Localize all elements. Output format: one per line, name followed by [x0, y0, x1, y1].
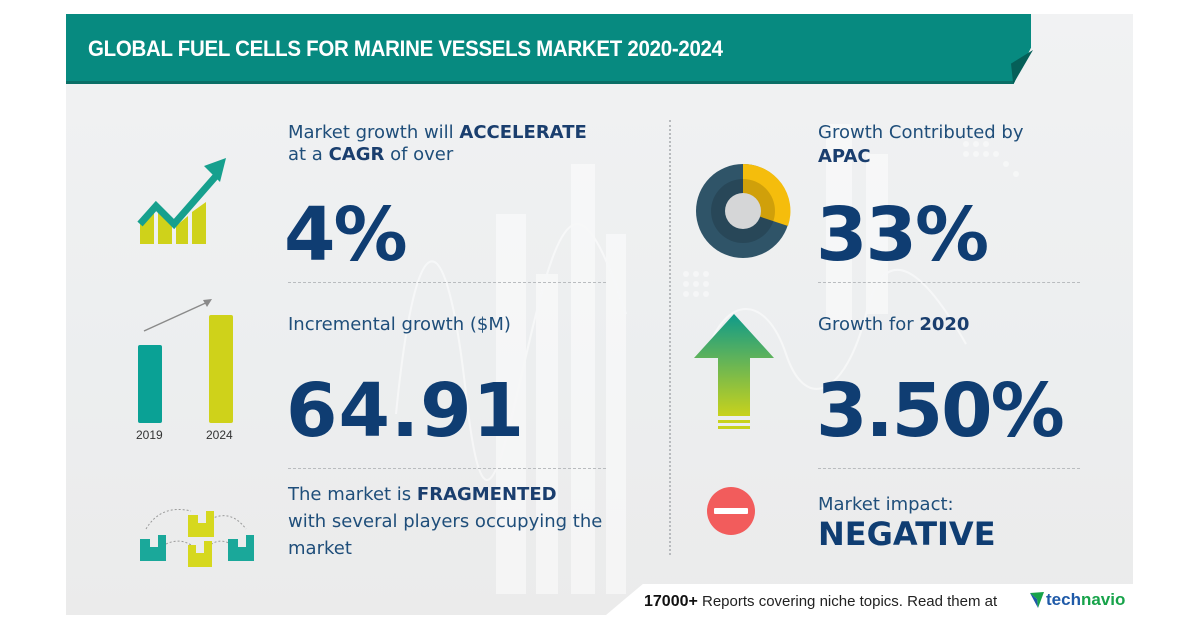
bar-year-2019: 2019: [136, 428, 163, 442]
technavio-wordmark: technavio: [1046, 590, 1126, 609]
growth-chart-arrow-icon: [137, 158, 226, 244]
cagr-label-line2: at a CAGR of over: [288, 144, 454, 165]
region-value: 33%: [816, 192, 989, 278]
page-title: GLOBAL FUEL CELLS FOR MARINE VESSELS MAR…: [88, 36, 723, 61]
fragmented-line2: with several players occupying the: [288, 511, 603, 532]
report-count: 17000+: [644, 593, 698, 610]
bar-comparison-icon: [138, 299, 233, 423]
incremental-label: Incremental growth ($M): [288, 314, 511, 335]
footer-text: 17000+ Reports covering niche topics. Re…: [644, 593, 998, 610]
buildings-network-icon: [140, 509, 254, 567]
minus-circle-icon: [707, 487, 755, 535]
bar-year-2024: 2024: [206, 428, 233, 442]
divider-growth-year: [818, 468, 1080, 469]
incremental-value: 64.91: [286, 368, 526, 454]
column-divider: [669, 120, 671, 555]
technavio-logo-icon: [1030, 592, 1044, 608]
cagr-value: 4%: [284, 192, 408, 278]
technavio-logo[interactable]: technavio: [1030, 590, 1125, 610]
impact-value: NEGATIVE: [818, 515, 996, 553]
growth-year-label: Growth for 2020: [818, 314, 970, 335]
divider-incremental: [288, 468, 606, 469]
up-arrow-icon: [694, 314, 774, 429]
region-label-line1: Growth Contributed by: [818, 122, 1024, 143]
donut-chart-icon: [696, 163, 791, 258]
infographic-canvas: GLOBAL FUEL CELLS FOR MARINE VESSELS MAR…: [66, 14, 1133, 615]
impact-label: Market impact:: [818, 494, 954, 515]
growth-year-value: 3.50%: [816, 368, 1065, 454]
divider-cagr: [288, 282, 606, 283]
fragmented-line3: market: [288, 538, 352, 559]
cagr-label-line1: Market growth will ACCELERATE: [288, 122, 587, 143]
background-decoration: [395, 124, 1019, 594]
title-banner: [66, 14, 1031, 84]
footer-panel: [606, 584, 1133, 615]
divider-region: [818, 282, 1080, 283]
fragmented-line1: The market is FRAGMENTED: [288, 484, 557, 505]
region-label-line2: APAC: [818, 146, 871, 167]
